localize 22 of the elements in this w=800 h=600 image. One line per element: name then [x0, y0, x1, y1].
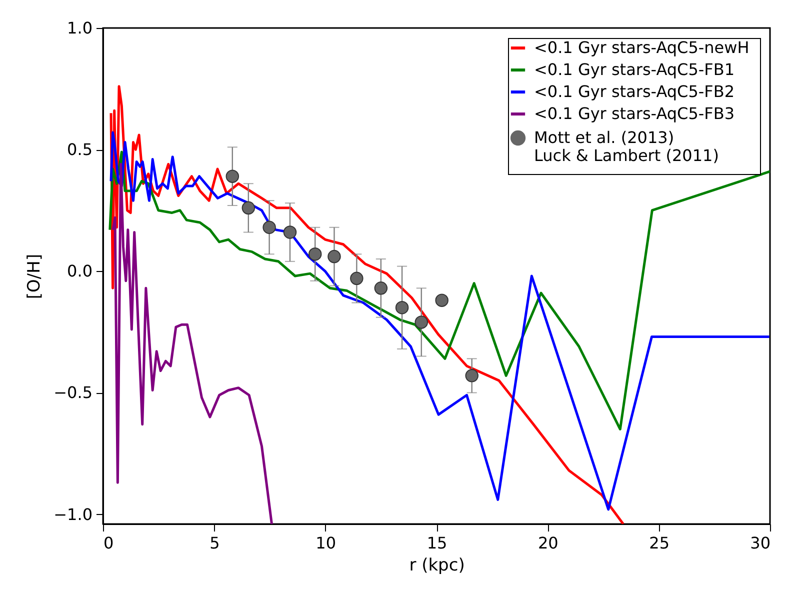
line-series [108, 150, 770, 430]
x-tick-label: 25 [649, 534, 670, 552]
legend-label: <0.1 Gyr stars-AqC5-FB3 [534, 104, 735, 123]
legend-label: Mott et al. (2013) Luck & Lambert (2011) [534, 128, 719, 165]
y-axis-title: [O/H] [24, 254, 45, 300]
y-tick-label: −1.0 [54, 504, 92, 524]
x-tick-label: 30 [750, 534, 770, 552]
x-tick-label: 10 [316, 534, 336, 552]
x-tick-label: 15 [426, 534, 448, 552]
y-tick-label: 0.0 [67, 262, 92, 281]
y-tick-label: −0.5 [54, 383, 92, 402]
y-tick-label: 0.5 [67, 140, 92, 160]
legend-label: <0.1 Gyr stars-AqC5-FB1 [534, 60, 735, 79]
legend-label: <0.1 Gyr stars-AqC5-newH [534, 38, 750, 57]
line-series [110, 131, 770, 511]
x-axis-title: r (kpc) [409, 556, 465, 576]
x-tick-label: 20 [538, 534, 558, 552]
line-series [112, 162, 273, 524]
y-tick-label: 1.0 [67, 18, 92, 38]
legend-label: <0.1 Gyr stars-AqC5-FB2 [534, 82, 735, 101]
x-tick-label: 5 [210, 534, 220, 552]
x-tick-label: 0 [104, 534, 114, 552]
